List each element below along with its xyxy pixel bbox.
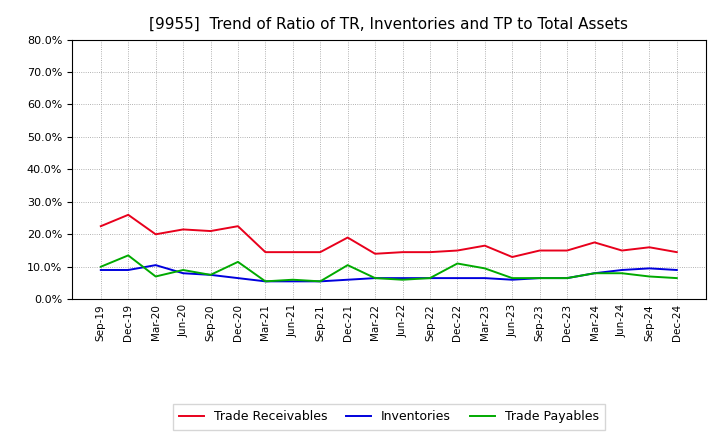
Trade Payables [426,275,434,281]
Trade Receivables [480,243,489,248]
Inventories [179,271,187,276]
Trade Payables [563,275,572,281]
Inventories [233,275,242,281]
Trade Receivables [96,224,105,229]
Trade Receivables [371,251,379,257]
Trade Receivables [179,227,187,232]
Line: Trade Payables: Trade Payables [101,255,677,281]
Inventories [480,275,489,281]
Trade Payables [124,253,132,258]
Title: [9955]  Trend of Ratio of TR, Inventories and TP to Total Assets: [9955] Trend of Ratio of TR, Inventories… [149,16,629,32]
Trade Payables [316,279,325,284]
Legend: Trade Receivables, Inventories, Trade Payables: Trade Receivables, Inventories, Trade Pa… [173,404,605,429]
Inventories [590,271,599,276]
Trade Payables [645,274,654,279]
Inventories [316,279,325,284]
Trade Receivables [398,249,407,255]
Trade Receivables [233,224,242,229]
Trade Payables [618,271,626,276]
Inventories [645,266,654,271]
Trade Payables [206,272,215,278]
Inventories [453,275,462,281]
Line: Trade Receivables: Trade Receivables [101,215,677,257]
Trade Receivables [645,245,654,250]
Trade Receivables [563,248,572,253]
Inventories [563,275,572,281]
Inventories [206,272,215,278]
Trade Payables [672,275,681,281]
Trade Payables [96,264,105,269]
Inventories [261,279,270,284]
Inventories [426,275,434,281]
Trade Receivables [124,212,132,217]
Trade Payables [371,275,379,281]
Trade Payables [179,268,187,273]
Inventories [343,277,352,282]
Trade Receivables [206,228,215,234]
Trade Payables [261,279,270,284]
Inventories [672,268,681,273]
Trade Receivables [316,249,325,255]
Trade Payables [480,266,489,271]
Trade Receivables [508,254,516,260]
Inventories [398,275,407,281]
Line: Inventories: Inventories [101,265,677,281]
Trade Receivables [343,235,352,240]
Trade Receivables [151,231,160,237]
Trade Receivables [453,248,462,253]
Trade Receivables [261,249,270,255]
Trade Payables [453,261,462,266]
Trade Payables [536,275,544,281]
Trade Receivables [536,248,544,253]
Trade Payables [151,274,160,279]
Trade Receivables [426,249,434,255]
Trade Payables [398,277,407,282]
Inventories [96,268,105,273]
Trade Payables [508,275,516,281]
Trade Receivables [618,248,626,253]
Trade Receivables [672,249,681,255]
Trade Payables [233,259,242,264]
Inventories [289,279,297,284]
Inventories [124,268,132,273]
Inventories [618,268,626,273]
Inventories [371,275,379,281]
Inventories [151,263,160,268]
Inventories [508,277,516,282]
Trade Payables [590,271,599,276]
Trade Receivables [590,240,599,245]
Trade Receivables [289,249,297,255]
Trade Payables [289,277,297,282]
Inventories [536,275,544,281]
Trade Payables [343,263,352,268]
